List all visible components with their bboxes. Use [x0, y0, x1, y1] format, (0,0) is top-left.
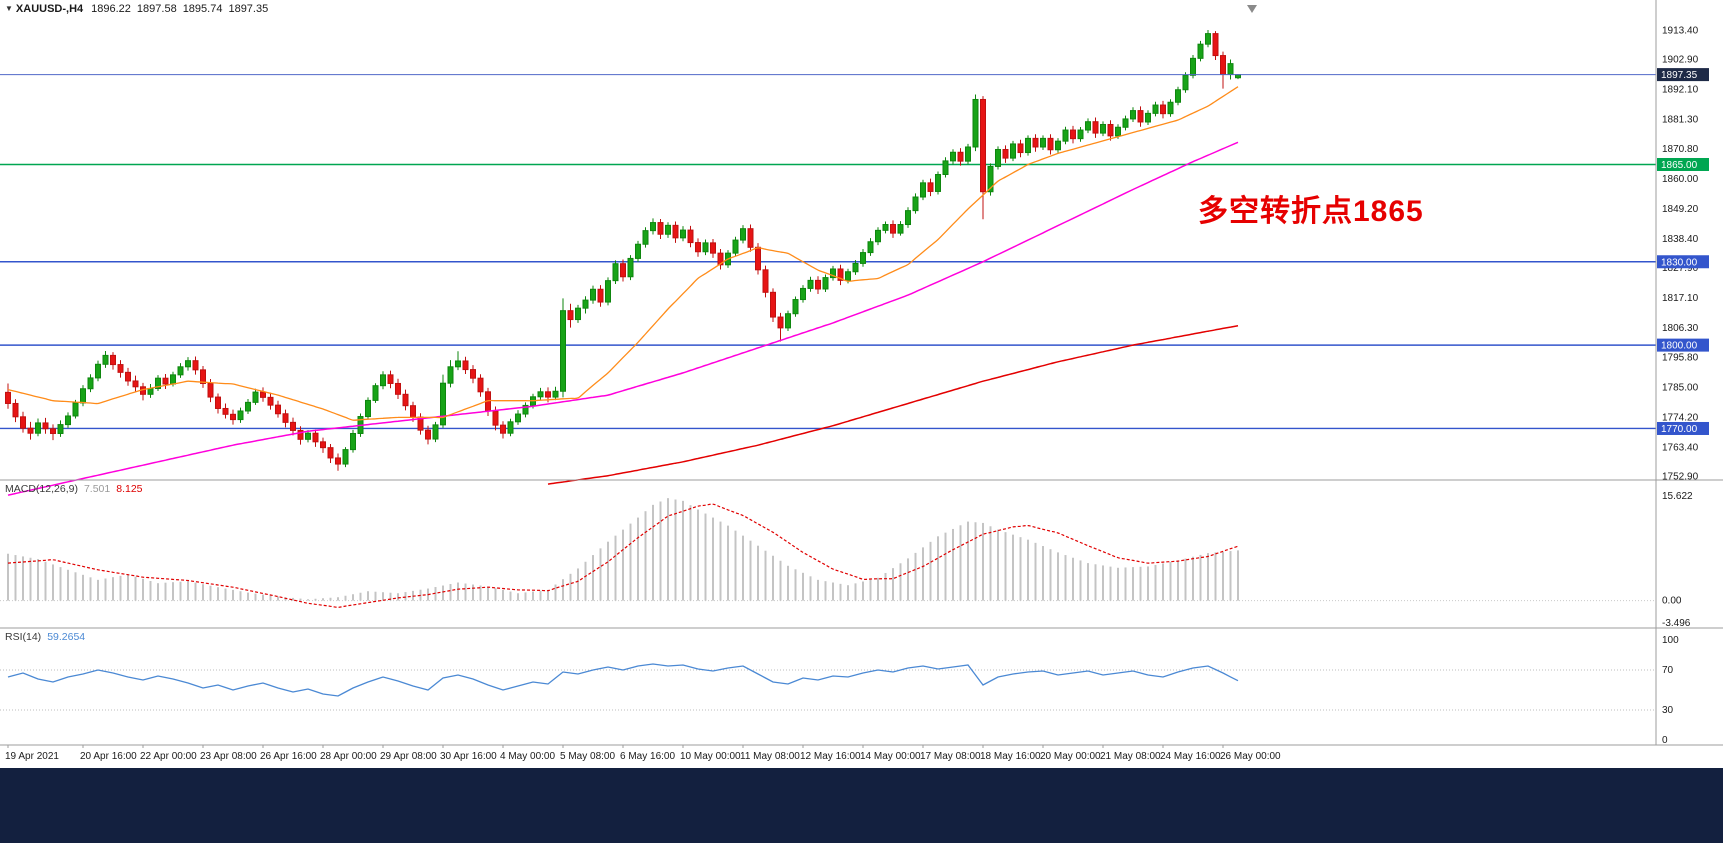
svg-text:26 May 00:00: 26 May 00:00 — [1220, 751, 1281, 762]
rsi-value: 59.2654 — [47, 631, 86, 643]
svg-text:1800.00: 1800.00 — [1661, 341, 1698, 352]
svg-text:1865.00: 1865.00 — [1661, 160, 1698, 171]
price-badge: 1800.00 — [1657, 338, 1709, 352]
price-badge: 1770.00 — [1657, 421, 1709, 435]
svg-text:1763.40: 1763.40 — [1662, 442, 1699, 453]
candles-layer — [5, 30, 1241, 471]
svg-text:11 May 08:00: 11 May 08:00 — [740, 751, 800, 762]
svg-text:1870.80: 1870.80 — [1662, 144, 1699, 155]
ma-slow-line — [547, 324, 1239, 485]
svg-text:1860.00: 1860.00 — [1662, 174, 1699, 185]
svg-text:20 Apr 16:00: 20 Apr 16:00 — [80, 751, 137, 762]
svg-text:20 May 00:00: 20 May 00:00 — [1040, 751, 1101, 762]
svg-text:19 Apr 2021: 19 Apr 2021 — [5, 751, 59, 762]
svg-text:1838.40: 1838.40 — [1662, 234, 1699, 245]
svg-text:14 May 00:00: 14 May 00:00 — [860, 751, 921, 762]
svg-text:5 May 08:00: 5 May 08:00 — [560, 751, 615, 762]
svg-text:29 Apr 08:00: 29 Apr 08:00 — [380, 751, 437, 762]
svg-text:18 May 16:00: 18 May 16:00 — [980, 751, 1041, 762]
symbol-header[interactable]: ▼ XAUUSD-,H4 1896.22 1897.58 1895.74 1897.35 — [5, 3, 274, 15]
svg-text:1785.00: 1785.00 — [1662, 382, 1699, 393]
svg-text:1830.00: 1830.00 — [1661, 257, 1698, 268]
svg-text:23 Apr 08:00: 23 Apr 08:00 — [200, 751, 257, 762]
ohlc-open: 1896.22 — [91, 3, 131, 15]
svg-text:1849.20: 1849.20 — [1662, 204, 1699, 215]
svg-text:1913.40: 1913.40 — [1662, 26, 1699, 37]
svg-text:100: 100 — [1662, 635, 1679, 646]
price-badge: 1897.35 — [1657, 68, 1709, 82]
rsi-indicator-label: RSI(14) 59.2654 — [5, 631, 85, 643]
svg-text:-3.496: -3.496 — [1662, 618, 1691, 629]
svg-text:1892.10: 1892.10 — [1662, 85, 1699, 96]
chart-background — [0, 0, 1723, 768]
hline-layer — [0, 163, 1656, 430]
macd-signal-value: 8.125 — [116, 483, 143, 495]
svg-text:1897.35: 1897.35 — [1661, 70, 1698, 81]
ma-fast-line — [7, 86, 1239, 421]
svg-text:0.00: 0.00 — [1662, 596, 1682, 607]
svg-text:1752.90: 1752.90 — [1662, 472, 1699, 483]
ohlc-low: 1895.74 — [182, 3, 223, 15]
svg-text:1817.10: 1817.10 — [1662, 293, 1699, 304]
svg-text:70: 70 — [1662, 665, 1674, 676]
bottom-taskbar — [0, 768, 1723, 843]
svg-text:4 May 00:00: 4 May 00:00 — [500, 751, 555, 762]
svg-text:24 May 16:00: 24 May 16:00 — [1160, 751, 1221, 762]
macd-histogram — [7, 498, 1239, 601]
macd-name: MACD(12,26,9) — [5, 483, 78, 495]
ohlc-close: 1897.35 — [228, 3, 269, 15]
svg-text:12 May 16:00: 12 May 16:00 — [800, 751, 861, 762]
macd-main-value: 7.501 — [83, 483, 111, 495]
svg-text:1827.90: 1827.90 — [1662, 263, 1699, 274]
symbol-dropdown-icon[interactable]: ▼ — [5, 4, 13, 13]
svg-text:30: 30 — [1662, 705, 1674, 716]
svg-text:1774.20: 1774.20 — [1662, 412, 1699, 423]
time-axis: 19 Apr 2021 20 Apr 16:00 22 Apr 00:00 23 Ap… — [5, 745, 1281, 762]
svg-text:21 May 08:00: 21 May 08:00 — [1100, 751, 1161, 762]
svg-text:28 Apr 00:00: 28 Apr 00:00 — [320, 751, 377, 762]
svg-text:1770.00: 1770.00 — [1661, 424, 1698, 435]
chart-shift-marker-icon — [1247, 5, 1257, 13]
ma-mid-line — [7, 141, 1239, 496]
svg-text:1902.90: 1902.90 — [1662, 55, 1699, 66]
svg-text:1881.30: 1881.30 — [1662, 115, 1699, 126]
rsi-line — [7, 663, 1239, 697]
svg-text:6 May 16:00: 6 May 16:00 — [620, 751, 675, 762]
price-axis: 1913.40 1902.90 1892.10 1881.30 1870.80 1860.… — [1662, 26, 1699, 483]
svg-text:15.622: 15.622 — [1662, 491, 1693, 502]
price-badge: 1865.00 — [1657, 157, 1709, 171]
symbol-timeframe-label: XAUUSD-,H4 — [15, 3, 84, 15]
chart-annotation-text: 多空转折点1865 — [1198, 195, 1424, 228]
svg-text:1795.80: 1795.80 — [1662, 352, 1699, 363]
svg-text:22 Apr 00:00: 22 Apr 00:00 — [140, 751, 197, 762]
svg-text:17 May 08:00: 17 May 08:00 — [920, 751, 981, 762]
price-badge: 1830.00 — [1657, 255, 1709, 269]
svg-text:30 Apr 16:00: 30 Apr 16:00 — [440, 751, 497, 762]
ohlc-high: 1897.58 — [136, 3, 177, 15]
svg-text:26 Apr 16:00: 26 Apr 16:00 — [260, 751, 317, 762]
trading-chart[interactable]: 1913.40 1902.90 1892.10 1881.30 1870.80 1860.… — [0, 0, 1723, 768]
rsi-name: RSI(14) — [5, 631, 42, 643]
svg-text:1806.30: 1806.30 — [1662, 323, 1699, 334]
macd-signal-line — [7, 503, 1239, 608]
macd-indicator-label: MACD(12,26,9) 7.501 8.125 — [5, 483, 143, 495]
svg-text:10 May 00:00: 10 May 00:00 — [680, 751, 741, 762]
svg-text:0: 0 — [1662, 735, 1668, 746]
